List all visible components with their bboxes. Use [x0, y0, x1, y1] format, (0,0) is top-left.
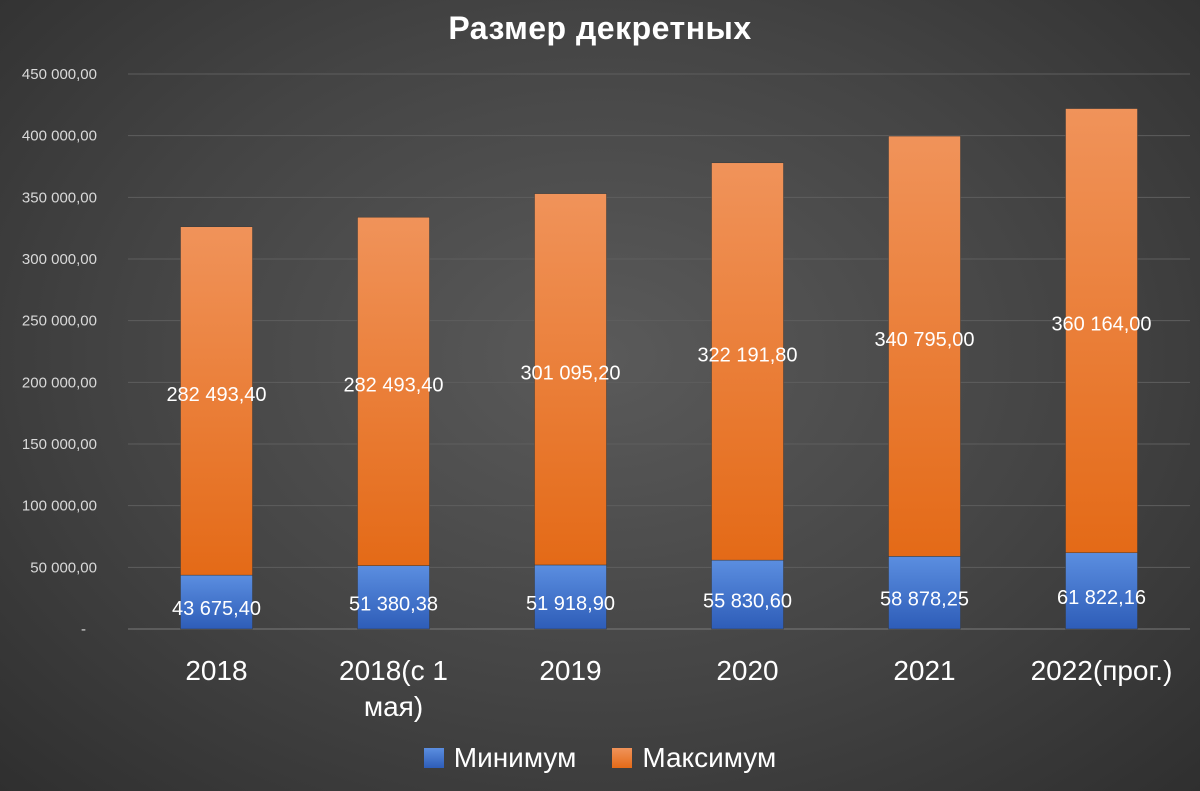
data-label-max: 282 493,40: [166, 384, 266, 406]
bar-min: [534, 564, 607, 630]
data-labels: 43 675,40 282 493,40 51 380,38 282 493,40 51…: [166, 314, 1151, 620]
legend-swatch-min: [423, 748, 444, 768]
data-label-max: 340 795,00: [874, 329, 974, 351]
bar-max: [180, 226, 253, 576]
legend-item-max: Максимум: [612, 742, 776, 774]
bar-max: [357, 216, 430, 566]
y-tick-label: 50 000,00: [30, 559, 97, 576]
bar-max: [711, 162, 784, 561]
y-tick-label: 150 000,00: [22, 436, 97, 453]
y-axis: - 50 000,00 100 000,00 150 000,00 200 000,00…: [22, 66, 97, 638]
data-label-min: 61 822,16: [1057, 587, 1146, 609]
bar-min: [711, 559, 784, 630]
y-tick-label: 400 000,00: [22, 128, 97, 145]
data-label-max: 360 164,00: [1051, 314, 1151, 336]
data-label-min: 51 918,90: [526, 593, 615, 615]
data-label-min: 51 380,38: [349, 593, 438, 615]
data-label-min: 55 830,60: [703, 591, 792, 613]
x-tick-label: 2021: [893, 655, 955, 686]
y-tick-label: 100 000,00: [22, 498, 97, 515]
bar-min: [180, 574, 253, 630]
bar-max: [888, 135, 961, 557]
legend-label-max: Максимум: [642, 742, 777, 773]
y-tick-label: 350 000,00: [22, 189, 97, 206]
x-tick-label: 2018: [185, 655, 247, 686]
bar-min: [888, 556, 961, 630]
y-tick-label: 250 000,00: [22, 313, 97, 330]
data-label-max: 301 095,20: [520, 362, 620, 384]
data-label-min: 58 878,25: [880, 589, 969, 611]
y-tick-label: 450 000,00: [22, 66, 97, 83]
y-tick-label: 200 000,00: [22, 374, 97, 391]
x-tick-label: 2019: [539, 655, 601, 686]
x-tick-label: 2018(с 1 мая): [339, 655, 448, 722]
x-tick-label: 2022(прог.): [1031, 655, 1173, 686]
legend-label-min: Минимум: [453, 742, 577, 773]
bar-min: [357, 565, 430, 630]
x-axis: 2018 2018(с 1 мая) 2019 2020 2021 2022(прог.): [185, 655, 1172, 722]
data-label-max: 282 493,40: [343, 374, 443, 396]
y-tick-label: 300 000,00: [22, 251, 97, 268]
legend-item-min: Минимум: [423, 742, 577, 774]
bar-max: [1065, 108, 1138, 554]
y-tick-label: -: [81, 621, 86, 638]
bar-max: [534, 193, 607, 566]
legend-swatch-max: [612, 748, 633, 768]
bars: [180, 108, 1138, 630]
legend: Минимум Максимум: [0, 742, 1200, 774]
gridlines: [128, 73, 1190, 630]
data-label-min: 43 675,40: [172, 598, 261, 620]
data-label-max: 322 191,80: [697, 344, 797, 366]
chart-title: Размер декретных: [448, 10, 752, 46]
x-tick-label: 2020: [716, 655, 778, 686]
